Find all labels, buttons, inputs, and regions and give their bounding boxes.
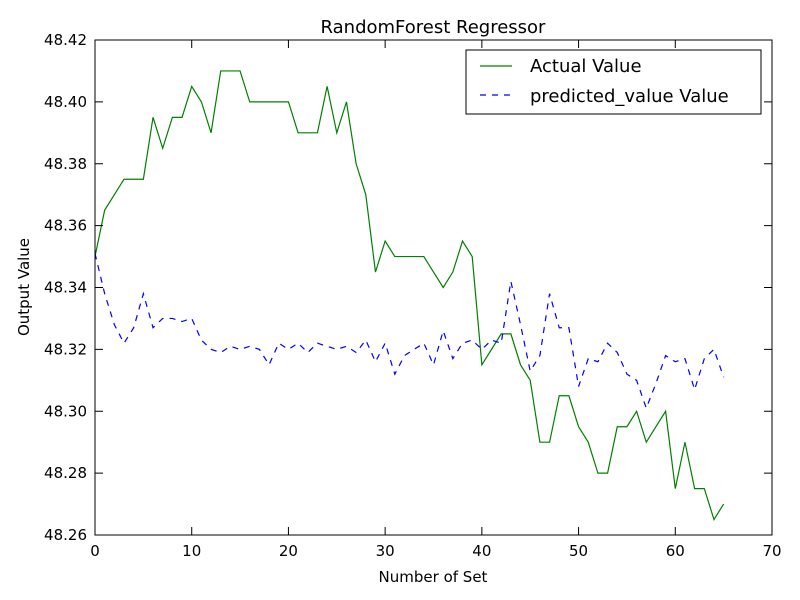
y-tick-label: 48.34	[44, 279, 87, 297]
x-tick-label: 20	[279, 542, 298, 560]
x-tick-label: 0	[90, 542, 100, 560]
y-axis-label: Output Value	[15, 238, 33, 336]
x-tick-label: 70	[762, 542, 781, 560]
series-line-actual	[94, 70, 725, 521]
y-tick-label: 48.36	[44, 217, 87, 235]
legend-label-actual: Actual Value	[530, 56, 642, 77]
y-tick-label: 48.42	[44, 31, 87, 49]
legend-label-predicted: predicted_value Value	[530, 86, 729, 107]
series-line-predicted	[94, 253, 725, 410]
y-tick-label: 48.30	[44, 402, 87, 420]
legend: Actual Value predicted_value Value	[465, 49, 762, 115]
y-tick-label: 48.40	[44, 93, 87, 111]
x-tick-label: 30	[376, 542, 395, 560]
y-tick-label: 48.38	[44, 155, 87, 173]
x-tick-label: 10	[182, 542, 201, 560]
chart-title: RandomForest Regressor	[321, 17, 547, 38]
legend-box	[465, 49, 762, 115]
y-axis: 48.26 48.28 48.30 48.32 48.34 48.36 48.38 48.40…	[44, 31, 772, 544]
x-tick-label: 40	[472, 542, 491, 560]
y-tick-label: 48.32	[44, 340, 87, 358]
y-tick-label: 48.26	[44, 526, 87, 544]
x-axis-label: Number of Set	[379, 568, 488, 586]
plot-lines	[94, 70, 725, 521]
y-tick-label: 48.28	[44, 464, 87, 482]
x-axis: 0 10 20 30 40 50 60 70	[90, 40, 782, 560]
x-tick-label: 60	[666, 542, 685, 560]
x-tick-label: 50	[569, 542, 588, 560]
